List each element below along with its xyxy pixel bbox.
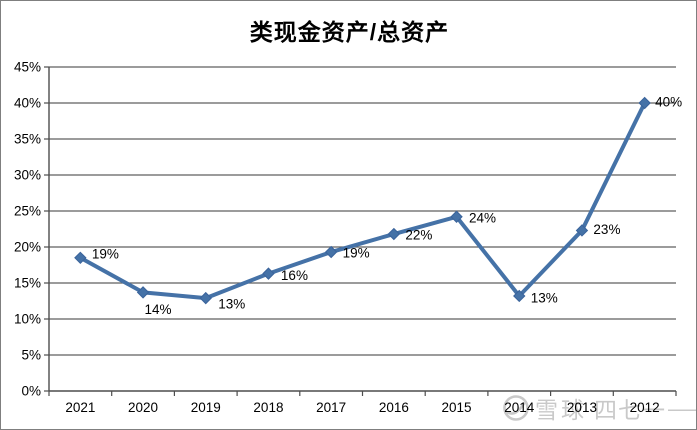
x-tick-label: 2014 bbox=[504, 400, 535, 415]
data-point-label: 16% bbox=[281, 268, 308, 283]
data-point-marker bbox=[136, 286, 150, 299]
y-tick-label: 5% bbox=[21, 348, 41, 363]
data-line bbox=[78, 101, 647, 301]
data-point-marker bbox=[575, 224, 589, 237]
x-tick-label: 2017 bbox=[316, 400, 346, 415]
x-tick-label: 2015 bbox=[442, 400, 472, 415]
watermark-site-name: 雪球 bbox=[535, 397, 587, 423]
watermark-user-name: 四七一 bbox=[594, 397, 666, 423]
data-point-label: 13% bbox=[531, 290, 558, 305]
data-point-marker bbox=[324, 245, 338, 259]
data-point-marker bbox=[638, 96, 651, 110]
xueqiu-snowball-logo-icon bbox=[503, 395, 529, 421]
data-point-label: 22% bbox=[405, 228, 432, 243]
data-point-marker bbox=[74, 251, 87, 265]
data-point-label: 23% bbox=[593, 222, 620, 237]
data-point-marker bbox=[262, 267, 275, 280]
y-tick-label: 45% bbox=[14, 60, 41, 75]
data-point-label: 40% bbox=[655, 95, 682, 110]
x-tick-label: 2020 bbox=[128, 400, 158, 415]
data-point-label: 13% bbox=[218, 297, 245, 312]
x-tick-label: 2013 bbox=[567, 400, 597, 415]
y-tick-label: 40% bbox=[14, 96, 41, 111]
x-tick-label: 2019 bbox=[191, 400, 221, 415]
x-tick-label: 2012 bbox=[630, 400, 660, 415]
y-tick-label: 30% bbox=[14, 168, 41, 183]
y-tick-label: 15% bbox=[14, 276, 41, 291]
data-point-label: 24% bbox=[469, 210, 496, 225]
x-tick-label: 2016 bbox=[379, 400, 409, 415]
x-tick-label: 2021 bbox=[65, 400, 95, 415]
data-point-marker bbox=[450, 210, 463, 223]
y-tick-label: 25% bbox=[14, 204, 41, 219]
chart-title: 类现金资产/总资产 bbox=[249, 19, 450, 45]
data-point-label: 19% bbox=[92, 246, 119, 261]
y-tick-label: 35% bbox=[14, 132, 41, 147]
data-point-label: 14% bbox=[145, 302, 172, 317]
data-point-label: 19% bbox=[343, 246, 370, 261]
data-point-marker bbox=[387, 227, 401, 241]
data-point-marker bbox=[199, 291, 212, 305]
x-tick-label: 2018 bbox=[253, 400, 283, 415]
y-tick-label: 20% bbox=[14, 240, 41, 255]
y-tick-label: 10% bbox=[14, 312, 41, 327]
watermark-dash: — bbox=[668, 395, 696, 422]
watermark: 雪球 四七一 — bbox=[502, 394, 696, 423]
data-point-marker bbox=[513, 289, 526, 303]
y-tick-label: 0% bbox=[21, 384, 41, 399]
